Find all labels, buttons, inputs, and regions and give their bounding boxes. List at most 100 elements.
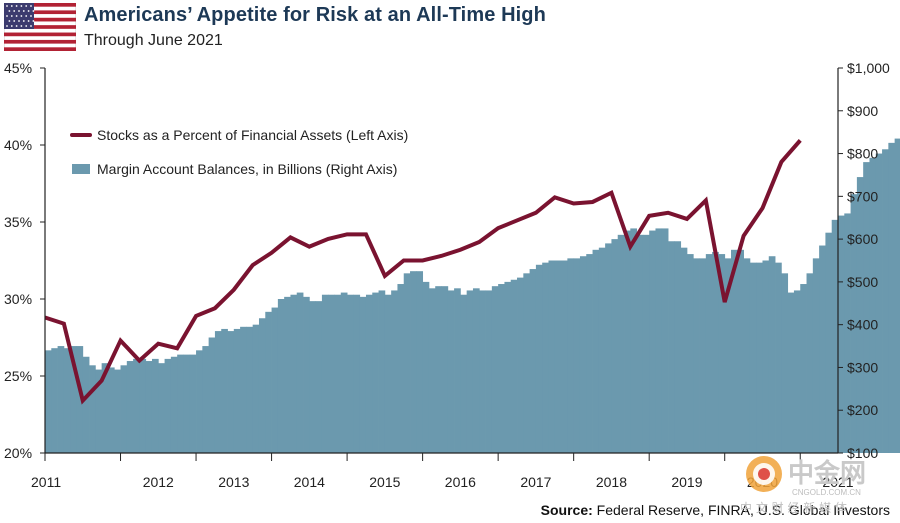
margin-bar bbox=[731, 249, 738, 453]
margin-bar bbox=[45, 350, 52, 453]
margin-bar bbox=[875, 153, 883, 453]
margin-bar bbox=[63, 348, 71, 453]
left-tick-label: 40% bbox=[4, 137, 32, 153]
margin-bar bbox=[586, 254, 593, 453]
margin-bar bbox=[126, 361, 134, 453]
margin-bar bbox=[649, 230, 656, 453]
legend-line-label: Stocks as a Percent of Financial Assets … bbox=[97, 127, 408, 143]
left-tick-label: 30% bbox=[4, 291, 32, 307]
source-text: Federal Reserve, FINRA, U.S. Global Inve… bbox=[596, 502, 890, 518]
margin-bar bbox=[844, 213, 851, 453]
margin-bar bbox=[668, 241, 675, 453]
x-tick-label: 2012 bbox=[143, 474, 174, 490]
margin-bar bbox=[133, 358, 140, 453]
margin-bar bbox=[334, 294, 342, 453]
margin-bar bbox=[309, 301, 317, 453]
margin-bar bbox=[422, 281, 430, 453]
margin-bar bbox=[454, 288, 461, 453]
axes-layer: 20% 25% 30% 35% 40% 45% $100 $200 $300 $400 $500 $6… bbox=[4, 60, 890, 490]
margin-bar bbox=[642, 234, 650, 453]
right-tick-label: $700 bbox=[847, 188, 878, 204]
margin-bar bbox=[529, 269, 537, 453]
right-tick-label: $500 bbox=[847, 274, 878, 290]
left-tick-label: 25% bbox=[4, 368, 32, 384]
source-note: Source: Federal Reserve, FINRA, U.S. Glo… bbox=[541, 502, 890, 518]
margin-bar bbox=[265, 311, 272, 453]
margin-bar bbox=[328, 294, 335, 453]
watermark-domain: CNGOLD.COM.CN bbox=[792, 488, 861, 497]
right-tick-label: $400 bbox=[847, 317, 878, 333]
margin-bar bbox=[712, 251, 719, 453]
margin-bar bbox=[340, 292, 348, 453]
margin-bar bbox=[523, 273, 531, 453]
margin-bar bbox=[888, 142, 896, 454]
margin-bar bbox=[863, 162, 870, 454]
margin-bar bbox=[82, 356, 90, 453]
right-tick-label: $900 bbox=[847, 103, 878, 119]
margin-bar bbox=[850, 194, 858, 453]
margin-bar bbox=[321, 294, 329, 453]
margin-bar bbox=[397, 284, 405, 453]
chart-title: Americans’ Appetite for Risk at an All-T… bbox=[84, 4, 546, 26]
cngold-logo-icon: 中金网 CNGOLD.COM.CN 中 文 财 经 新 媒 体 bbox=[740, 456, 866, 515]
margin-bar bbox=[611, 239, 619, 453]
margin-bar bbox=[177, 354, 184, 453]
margin-bar bbox=[460, 294, 468, 453]
margin-bar bbox=[227, 331, 235, 453]
margin-bar bbox=[768, 256, 776, 453]
margin-bar bbox=[447, 290, 455, 453]
margin-bar bbox=[214, 331, 222, 453]
left-tick-label: 35% bbox=[4, 214, 32, 230]
margin-bar bbox=[303, 296, 310, 453]
margin-bar bbox=[838, 215, 845, 453]
margin-bar bbox=[831, 219, 839, 453]
us-flag-icon bbox=[4, 3, 76, 51]
margin-bar bbox=[624, 230, 631, 453]
margin-bar bbox=[101, 363, 109, 453]
margin-bar bbox=[485, 290, 493, 453]
margin-bar bbox=[258, 318, 266, 453]
margin-bar bbox=[189, 354, 197, 453]
margin-bar bbox=[737, 249, 744, 453]
margin-bar bbox=[359, 296, 367, 453]
margin-bar bbox=[428, 288, 436, 453]
margin-bar bbox=[535, 264, 543, 453]
margin-bar bbox=[466, 290, 474, 453]
margin-bar bbox=[517, 277, 524, 453]
margin-bar bbox=[548, 260, 556, 453]
margin-bar bbox=[567, 258, 575, 453]
margin-bar bbox=[894, 138, 900, 453]
x-tick-label: 2014 bbox=[294, 474, 325, 490]
margin-bar bbox=[290, 294, 298, 453]
margin-bar bbox=[636, 234, 644, 453]
margin-bar bbox=[756, 262, 763, 453]
margin-bar bbox=[435, 286, 442, 453]
margin-bar bbox=[787, 292, 795, 453]
margin-bar bbox=[183, 354, 191, 453]
line-layer bbox=[44, 139, 802, 405]
margin-bar bbox=[705, 254, 713, 453]
margin-bar bbox=[674, 241, 682, 453]
margin-bar bbox=[661, 228, 669, 453]
margin-bar bbox=[882, 149, 889, 453]
margin-bar bbox=[252, 324, 260, 453]
margin-bar bbox=[762, 260, 770, 453]
margin-bar bbox=[592, 249, 600, 453]
margin-bar bbox=[76, 346, 84, 453]
margin-bar bbox=[573, 258, 581, 453]
source-label: Source: bbox=[540, 502, 593, 518]
x-tick-label: 2013 bbox=[218, 474, 249, 490]
margin-bar bbox=[749, 262, 757, 453]
margin-bar bbox=[233, 328, 241, 453]
left-tick-label: 45% bbox=[4, 60, 32, 76]
margin-bar bbox=[630, 228, 637, 453]
x-tick-label: 2019 bbox=[671, 474, 702, 490]
margin-bar bbox=[296, 292, 304, 453]
margin-bar bbox=[510, 279, 518, 453]
right-tick-label: $800 bbox=[847, 146, 878, 162]
margin-bar bbox=[145, 361, 153, 453]
margin-bar bbox=[196, 350, 203, 453]
margin-bar bbox=[372, 292, 379, 453]
margin-bar bbox=[365, 294, 373, 453]
